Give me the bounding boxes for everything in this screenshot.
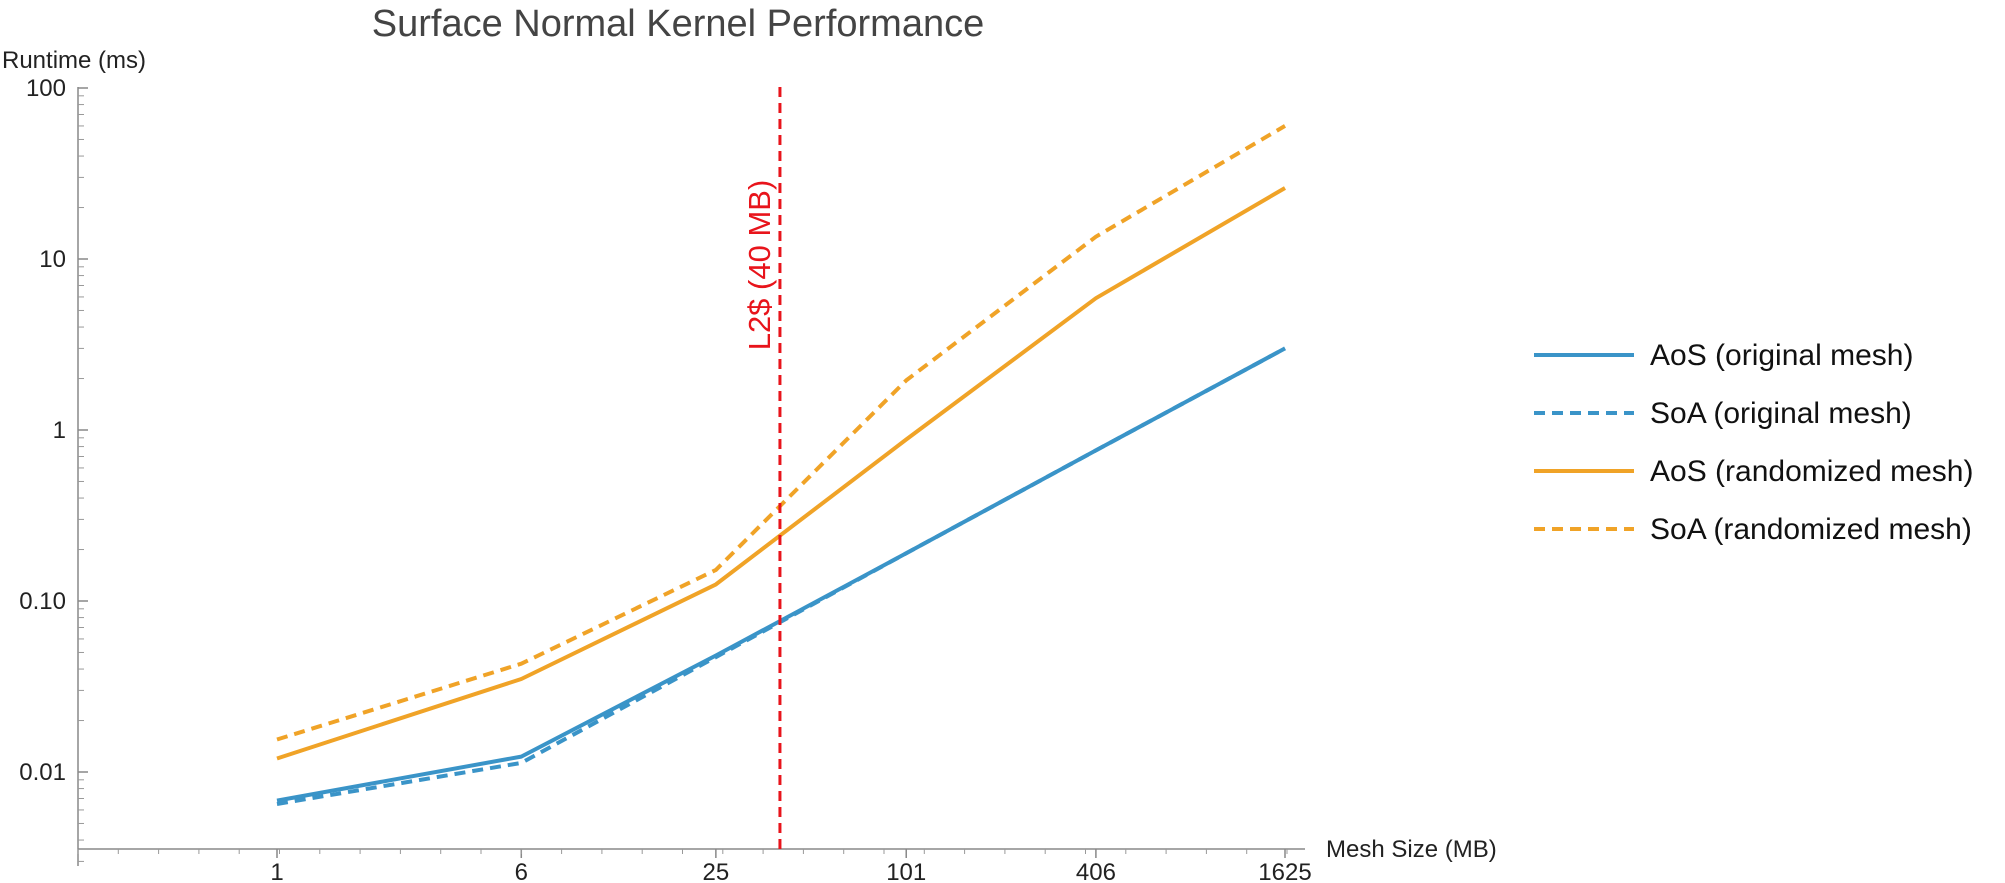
legend: AoS (original mesh) SoA (original mesh) Ao… — [1534, 339, 1973, 546]
y-tick-label: 10 — [39, 246, 66, 273]
series-layer — [276, 124, 1287, 806]
x-tick-label: 25 — [703, 859, 730, 883]
annotation-layer: L2$ (40 MB) — [742, 87, 782, 849]
x-tick-label: 1 — [270, 859, 283, 883]
x-tick-label: 406 — [1076, 859, 1116, 883]
y-axis-title: Runtime (ms) — [2, 47, 146, 74]
series-line-2 — [276, 346, 1286, 806]
series-line-3 — [276, 186, 1287, 761]
legend-label-4: SoA (randomized mesh) — [1650, 513, 1972, 546]
annotation-label: L2$ (40 MB) — [742, 180, 777, 351]
legend-label-1: AoS (original mesh) — [1650, 339, 1913, 372]
y-tick-label: 1 — [53, 417, 66, 444]
y-tick-label: 0.01 — [19, 759, 66, 786]
y-tick-label: 100 — [26, 75, 66, 102]
series-line-4 — [276, 124, 1287, 742]
chart-title: Surface Normal Kernel Performance — [372, 3, 984, 45]
x-tick-label: 6 — [515, 859, 528, 883]
y-tick-label: 0.10 — [19, 588, 66, 615]
axes — [77, 87, 1305, 866]
legend-label-2: SoA (original mesh) — [1650, 397, 1912, 430]
x-axis-title: Mesh Size (MB) — [1326, 836, 1497, 863]
x-tick-label: 101 — [886, 859, 926, 883]
y-ticks: 0.01 0.10 1 10 100 — [19, 75, 88, 862]
x-ticks: 1 6 25 101 406 1625 — [77, 849, 1312, 883]
legend-label-3: AoS (randomized mesh) — [1650, 455, 1973, 488]
x-tick-label: 1625 — [1258, 859, 1311, 883]
